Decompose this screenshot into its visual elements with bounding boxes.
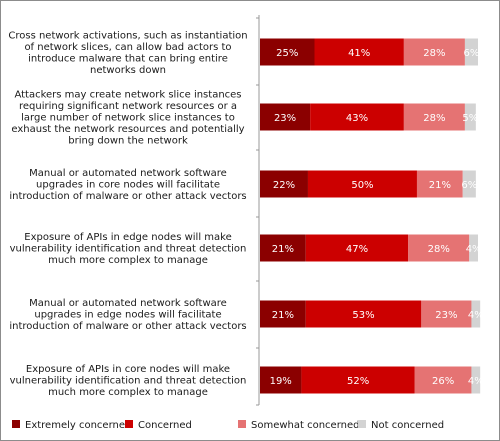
data-label: 21%	[429, 180, 451, 191]
data-label: 28%	[428, 244, 450, 255]
data-label: 43%	[346, 113, 368, 124]
bar-segment-somewhat-concerned	[421, 300, 472, 328]
legend-entry: Concerned	[138, 420, 192, 431]
bar-segment-concerned	[305, 300, 422, 328]
bar-segment-somewhat-concerned	[403, 103, 465, 131]
legend-entry: Not concerned	[371, 420, 444, 431]
bar-segment-somewhat-concerned	[414, 366, 472, 394]
category-label: Exposure of APIs in core nodes will make…	[10, 364, 247, 398]
bar-segment-extremely-concerned	[260, 366, 302, 394]
bar-segment-not-concerned	[464, 103, 476, 131]
legend-swatch	[125, 420, 133, 428]
bar-segment-concerned	[307, 170, 417, 198]
bar-segment-not-concerned	[471, 300, 481, 328]
category-label: Manual or automated network software upgr…	[9, 168, 246, 202]
bar-segment-not-concerned	[469, 234, 478, 262]
bar-segment-not-concerned	[464, 38, 478, 66]
data-label: 25%	[276, 48, 298, 59]
bar-segment-concerned	[301, 366, 415, 394]
data-label: 4%	[468, 376, 484, 387]
data-label: 22%	[273, 180, 295, 191]
data-label: 50%	[351, 180, 373, 191]
bar-segment-somewhat-concerned	[403, 38, 465, 66]
data-label: 6%	[461, 180, 477, 191]
data-label: 53%	[352, 310, 374, 321]
data-label: 23%	[274, 113, 296, 124]
category-label: Attackers may create network slice insta…	[11, 90, 244, 147]
bar-segment-extremely-concerned	[260, 170, 308, 198]
category-label: Exposure of APIs in edge nodes will make…	[10, 232, 247, 266]
data-label: 41%	[348, 48, 370, 59]
legend-entry: Somewhat concerned	[251, 420, 359, 431]
bar-segment-somewhat-concerned	[408, 234, 470, 262]
bar-segment-concerned	[305, 234, 409, 262]
bar-segment-extremely-concerned	[260, 300, 306, 328]
data-label: 23%	[435, 310, 457, 321]
data-label: 47%	[346, 244, 368, 255]
bar-segment-not-concerned	[471, 366, 481, 394]
data-label: 5%	[462, 113, 478, 124]
bar-segment-extremely-concerned	[260, 103, 311, 131]
data-label: 28%	[423, 113, 445, 124]
data-label: 19%	[270, 376, 292, 387]
bar-segment-concerned	[314, 38, 404, 66]
data-label: 4%	[468, 310, 484, 321]
data-label: 6%	[464, 48, 480, 59]
category-label: Manual or automated network software upgr…	[9, 298, 246, 332]
data-label: 28%	[423, 48, 445, 59]
data-label: 52%	[347, 376, 369, 387]
legend-swatch	[358, 420, 366, 428]
data-label: 21%	[272, 244, 294, 255]
bar-segment-extremely-concerned	[260, 234, 306, 262]
legend-swatch	[238, 420, 246, 428]
legend-swatch	[12, 420, 20, 428]
data-label: 4%	[466, 244, 482, 255]
data-label: 26%	[432, 376, 454, 387]
bar-segment-somewhat-concerned	[416, 170, 463, 198]
data-label: 21%	[272, 310, 294, 321]
bar-segment-extremely-concerned	[260, 38, 315, 66]
legend-entry: Extremely concerned	[25, 420, 131, 431]
bar-segment-concerned	[310, 103, 404, 131]
bar-segment-not-concerned	[462, 170, 476, 198]
category-label: Cross network activations, such as insta…	[8, 30, 247, 76]
